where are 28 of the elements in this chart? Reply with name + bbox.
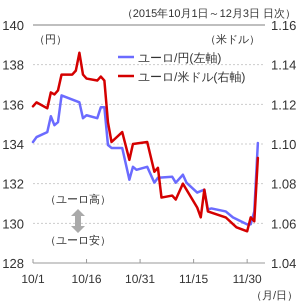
legend-label: ユーロ/円(左軸)	[138, 51, 222, 65]
y-tick-label: 128	[2, 256, 24, 271]
x-tick-label: 10/31	[125, 272, 156, 286]
y-tick-label: 138	[2, 58, 24, 73]
annotation: （ユーロ高）	[45, 193, 111, 206]
y2-tick-label: 1.04	[271, 256, 296, 271]
annotation: （ユーロ安）	[45, 234, 111, 247]
x-tick-label: 10/1	[21, 272, 45, 286]
y2-tick-label: 1.10	[271, 137, 296, 152]
y-axis-title: （円）	[34, 34, 67, 46]
y2-tick-label: 1.16	[271, 18, 296, 33]
x-tick-label: 11/15	[179, 272, 209, 286]
y-tick-label: 130	[2, 216, 24, 232]
y-tick-label: 136	[2, 97, 24, 112]
y2-axis-title: （米ドル）	[205, 33, 260, 46]
y-tick-label: 140	[2, 18, 24, 33]
line-series	[32, 52, 260, 233]
y-tick-label: 132	[2, 176, 24, 192]
y2-tick-label: 1.08	[271, 176, 296, 192]
chart-subtitle: （2015年10月1日～12月3日 日次）	[122, 8, 296, 20]
y2-tick-label: 1.06	[271, 216, 296, 232]
y-tick-label: 134	[2, 137, 24, 152]
x-tick-label: 11/30	[232, 272, 262, 286]
legend-label: ユーロ/米ドル(右軸)	[138, 70, 246, 84]
x-axis-title: （月/日）	[250, 290, 298, 302]
y2-tick-label: 1.14	[271, 58, 296, 73]
x-tick-label: 10/16	[72, 272, 102, 286]
y2-tick-label: 1.12	[271, 97, 296, 112]
